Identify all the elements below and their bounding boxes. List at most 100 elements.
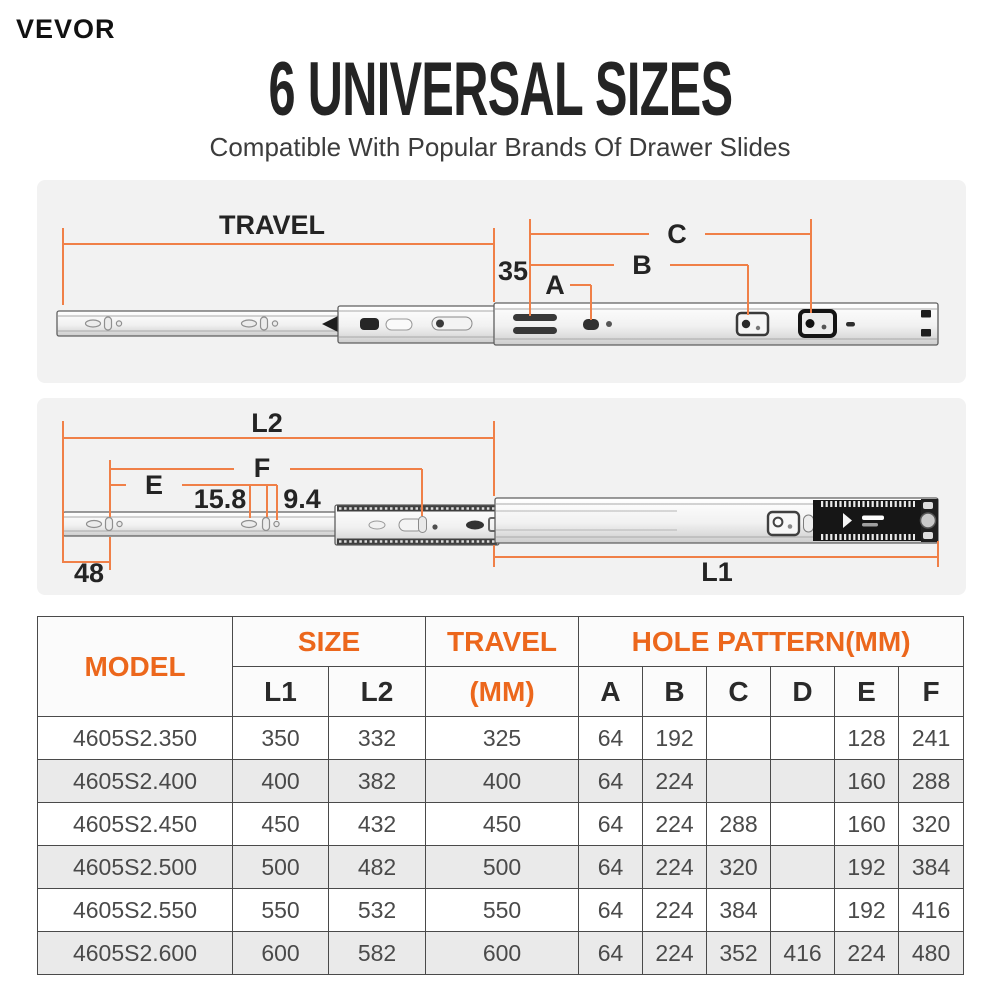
cell-value: 288 [898,759,965,803]
header-model: MODEL [37,616,233,717]
cell-model: 4605S2.500 [37,845,233,889]
page-title: 6 UNIVERSAL SIZES [268,47,733,132]
cell-value: 400 [232,759,329,803]
header-travel: TRAVEL [425,616,580,667]
title-wrap: 6 UNIVERSAL SIZES [0,46,1000,133]
table-row: 4605S2.350 350 332 325 64 192 128 241 [37,716,965,760]
dim-label-l1: L1 [701,557,733,587]
cell-model: 4605S2.350 [37,716,233,760]
cell-value: 500 [425,845,580,889]
cell-value: 550 [232,888,329,932]
dim-label-b: B [614,251,670,279]
vevor-logo: VEVOR [16,14,116,44]
cell-model: 4605S2.600 [37,931,233,975]
spec-table: MODEL SIZE TRAVEL HOLE PATTERN(MM) L1 L2(… [37,616,965,975]
cell-value: 241 [898,716,965,760]
dim-label-travel: TRAVEL [219,210,325,240]
mounting-hole-b [735,311,770,337]
rail-middle-member-2 [334,504,500,546]
cell-value: 224 [642,759,708,803]
page-subtitle: Compatible With Popular Brands Of Drawer… [209,132,791,162]
rail-middle-member [337,305,498,344]
cell-value: 224 [642,802,708,846]
cell-value: 192 [642,716,708,760]
cell-value: 384 [706,888,772,932]
cell-model: 4605S2.550 [37,888,233,932]
cell-value: 224 [642,931,708,975]
cell-value: 325 [425,716,580,760]
cell-value: 450 [232,802,329,846]
rail-inner-member [56,310,351,337]
cell-value [706,716,772,760]
cell-value [770,802,836,846]
cell-value: 400 [425,759,580,803]
rail-outer-member-2 [494,497,939,544]
table-row: 4605S2.600 600 582 600 64 224 352 416 224 480 [37,931,965,975]
cell-value [770,759,836,803]
subheader-cell-F: F [898,666,965,717]
dim-label-f: F [234,454,290,482]
cell-value: 416 [770,931,836,975]
dim-label-e: E [126,471,182,499]
rail-inner-member-2 [62,511,340,537]
dim-label-l2: L2 [251,408,283,438]
cell-value: 224 [642,888,708,932]
cell-value: 450 [425,802,580,846]
cell-value: 224 [642,845,708,889]
dim-label-a: A [545,270,565,300]
table-row: 4605S2.500 500 482 500 64 224 320 192 384 [37,845,965,889]
cell-value: 320 [706,845,772,889]
subheader-cell-C: C [706,666,772,717]
cell-value: 550 [425,888,580,932]
cell-value: 224 [834,931,900,975]
cell-value: 532 [327,888,427,932]
cell-value: 64 [578,716,644,760]
cell-value [770,888,836,932]
dim-label-15-8: 15.8 [193,484,247,514]
dim-label-c: C [649,220,705,248]
table-header-row-2: L1 L2 (MM) A B C D E F [38,666,965,717]
cell-value [706,759,772,803]
cell-value: 600 [232,931,329,975]
cell-value: 64 [578,931,644,975]
cell-value: 350 [232,716,329,760]
cell-value: 192 [834,845,900,889]
subheader-cell-L2: L2 [327,666,427,717]
mounting-hole-c [798,309,837,338]
cell-value: 64 [578,802,644,846]
cell-value: 382 [327,759,427,803]
dim-label-9-4: 9.4 [283,484,321,514]
cell-value: 384 [898,845,965,889]
drawer-slide-top-drawing [56,219,939,346]
cell-value: 352 [706,931,772,975]
subheader-cell-A: A [578,666,644,717]
subheader-cell-(MM): (MM) [425,666,580,717]
table-header-row-1: MODEL SIZE TRAVEL HOLE PATTERN(MM) [37,616,965,717]
header-size: SIZE [231,616,427,667]
cell-value: 64 [578,888,644,932]
cell-value: 482 [327,845,427,889]
cell-value: 128 [834,716,900,760]
cell-value [770,716,836,760]
cell-value: 160 [834,759,900,803]
diagram-panel-top: TRAVEL 35 A B C [37,180,966,383]
subheader-cell-D: D [770,666,836,717]
subheader-cell-E: E [834,666,900,717]
cell-value: 582 [327,931,427,975]
cell-value: 288 [706,802,772,846]
cell-value: 64 [578,845,644,889]
cell-value: 416 [898,888,965,932]
subheader-cell-L1: L1 [232,666,329,717]
subheader-cell-B: B [642,666,708,717]
cell-value: 160 [834,802,900,846]
cell-value: 332 [327,716,427,760]
diagram-panel-bottom: L2 F E 15.8 9.4 48 L1 [37,398,966,595]
table-row: 4605S2.400 400 382 400 64 224 160 288 [37,759,965,803]
cell-value [770,845,836,889]
table-row: 4605S2.550 550 532 550 64 224 384 192 416 [37,888,965,932]
cell-value: 320 [898,802,965,846]
cell-value: 432 [327,802,427,846]
cell-value: 600 [425,931,580,975]
dim-label-35: 35 [497,256,529,286]
